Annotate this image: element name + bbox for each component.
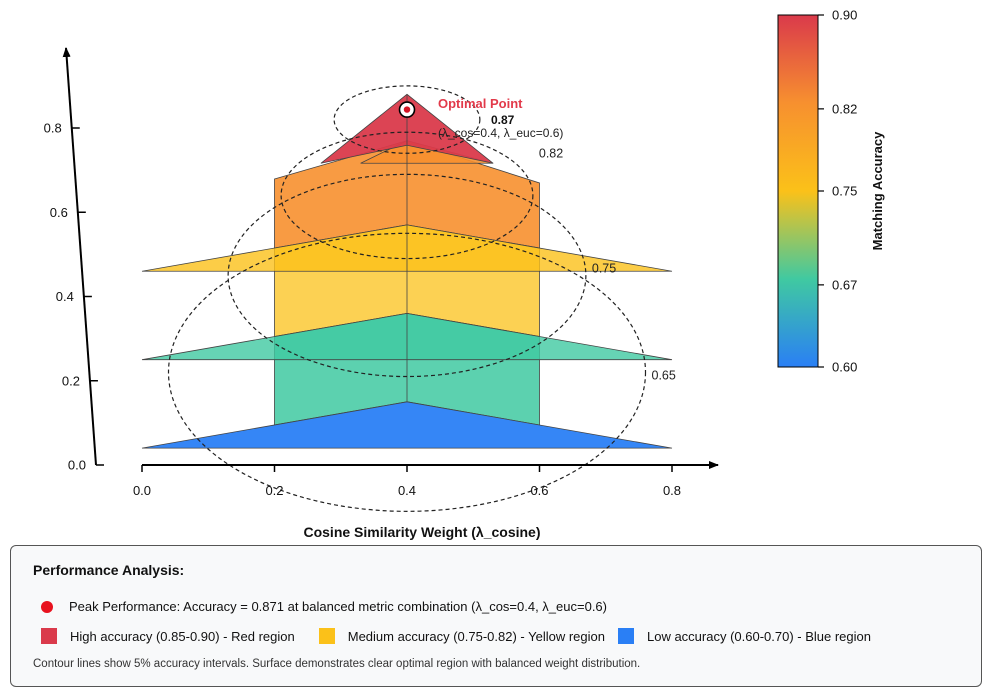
colorbar-tick-label: 0.90 xyxy=(832,8,857,23)
contour-label: 0.82 xyxy=(539,146,563,160)
y-tick-label: 0.2 xyxy=(62,373,80,388)
optimal-point-dot xyxy=(403,106,411,113)
legend-peak-text: Peak Performance: Accuracy = 0.871 at ba… xyxy=(69,599,607,614)
colorbar-tick-label: 0.82 xyxy=(832,101,857,116)
x-axis-label: Cosine Similarity Weight (λ_cosine) xyxy=(303,524,540,540)
y-axis-line xyxy=(62,47,97,466)
accuracy-surface-chart: 0.82 0.75 0.65 Optimal Point 0.87(λ_cos=0.4,… xyxy=(44,8,885,541)
performance-analysis-box: Performance Analysis: Peak Performance: … xyxy=(10,545,982,687)
x-tick-label: 0.6 xyxy=(530,483,548,498)
y-tick-label: 0.0 xyxy=(68,458,86,473)
x-tick-label: 0.2 xyxy=(265,483,283,498)
colorbar xyxy=(777,14,819,368)
optimal-point-label: Optimal Point xyxy=(438,96,523,111)
peak-marker-icon xyxy=(41,600,53,613)
legend-high-text: High accuracy (0.85-0.90) - Red region xyxy=(70,628,295,644)
contour-ellipse xyxy=(227,173,587,378)
legend-title: Performance Analysis: xyxy=(33,562,185,578)
colorbar-tick-label: 0.75 xyxy=(832,184,857,199)
contour-label: 0.65 xyxy=(652,368,676,382)
legend-medium-text: Medium accuracy (0.75-0.82) - Yellow reg… xyxy=(347,628,605,644)
contour-ellipse xyxy=(167,232,647,512)
optimal-value-label: 0.87 xyxy=(491,113,515,127)
blue-region-swatch-icon xyxy=(617,628,634,644)
colorbar-tick-label: 0.60 xyxy=(832,360,857,375)
legend-row-regions: High accuracy (0.85-0.90) - Red region M… xyxy=(41,628,871,644)
y-tick-label: 0.6 xyxy=(50,205,68,220)
blue-surface-plane xyxy=(141,401,673,449)
contour-ellipse xyxy=(280,131,534,260)
red-region-swatch-icon xyxy=(41,628,57,644)
contour-ellipse xyxy=(333,85,481,154)
colorbar-tick-label: 0.67 xyxy=(832,277,857,292)
legend-row-peak: Peak Performance: Accuracy = 0.871 at ba… xyxy=(41,599,607,614)
y-tick-label: 0.8 xyxy=(44,121,62,136)
x-tick-label: 0.4 xyxy=(398,483,416,498)
legend-note: Contour lines show 5% accuracy intervals… xyxy=(33,658,641,670)
colorbar-label: Matching Accuracy xyxy=(870,131,885,250)
optimal-params-label: (λ_cos=0.4, λ_euc=0.6) xyxy=(438,126,563,140)
x-tick-label: 0.0 xyxy=(133,483,151,498)
legend-low-text: Low accuracy (0.60-0.70) - Blue region xyxy=(646,628,871,644)
yellow-region-swatch-icon xyxy=(318,628,335,644)
x-tick-label: 0.8 xyxy=(663,483,681,498)
contour-label: 0.75 xyxy=(592,261,616,275)
y-tick-label: 0.4 xyxy=(56,289,74,304)
